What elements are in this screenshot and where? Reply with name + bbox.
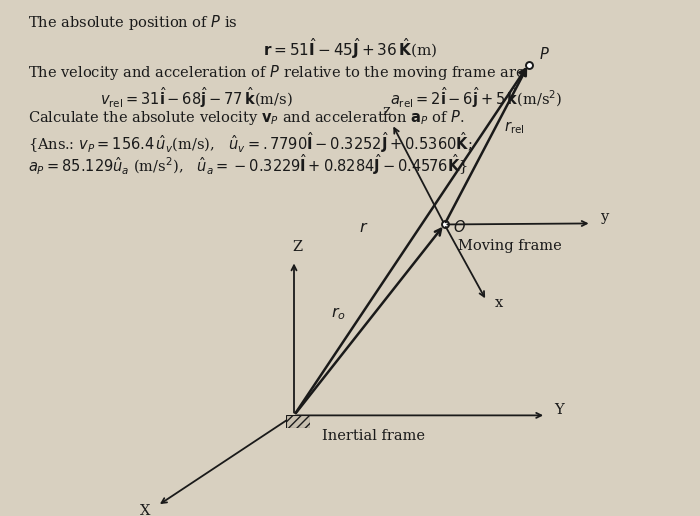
Text: $r$: $r$ — [359, 219, 368, 236]
Text: z: z — [382, 104, 391, 118]
Text: x: x — [495, 296, 503, 310]
Text: Z: Z — [293, 240, 302, 254]
Text: Y: Y — [554, 403, 564, 417]
Text: $r_{\mathrm{rel}}$: $r_{\mathrm{rel}}$ — [504, 120, 524, 136]
Text: $v_{\mathrm{rel}} = 31\hat{\mathbf{i}} - 68\hat{\mathbf{j}} - 77\,\hat{\mathbf{k: $v_{\mathrm{rel}} = 31\hat{\mathbf{i}} -… — [99, 85, 293, 110]
Text: $a_P = 85.129\hat{u}_a$ (m/s$^2$),   $\hat{u}_a = -0.3229\hat{\mathbf{I}} + 0.82: $a_P = 85.129\hat{u}_a$ (m/s$^2$), $\hat… — [28, 152, 468, 176]
Text: $O$: $O$ — [453, 219, 466, 235]
Text: {Ans.: $v_P = 156.4\,\hat{u}_v$(m/s),   $\hat{u}_v = .7790\hat{\mathbf{I}} - 0.3: {Ans.: $v_P = 156.4\,\hat{u}_v$(m/s), $\… — [28, 130, 472, 155]
Text: $P$: $P$ — [539, 46, 550, 62]
Text: X: X — [140, 504, 150, 516]
Text: The absolute position of $P$ is: The absolute position of $P$ is — [28, 13, 238, 32]
Text: The velocity and acceleration of $P$ relative to the moving frame are: The velocity and acceleration of $P$ rel… — [28, 63, 525, 82]
Text: y: y — [600, 210, 608, 224]
Text: Calculate the absolute velocity $\mathbf{v}_P$ and acceleration $\mathbf{a}_P$ o: Calculate the absolute velocity $\mathbf… — [28, 108, 465, 127]
Text: Inertial frame: Inertial frame — [322, 429, 425, 443]
Text: $a_{\mathrm{rel}} = 2\hat{\mathbf{i}} - 6\hat{\mathbf{j}} + 5\,\hat{\mathbf{k}}$: $a_{\mathrm{rel}} = 2\hat{\mathbf{i}} - … — [390, 85, 562, 110]
Text: Moving frame: Moving frame — [458, 239, 562, 253]
Text: $r_o$: $r_o$ — [330, 305, 346, 322]
Text: $\mathbf{r} = 51\hat{\mathbf{I}} - 45\hat{\mathbf{J}} + 36\,\hat{\mathbf{K}}$(m): $\mathbf{r} = 51\hat{\mathbf{I}} - 45\ha… — [262, 36, 438, 61]
